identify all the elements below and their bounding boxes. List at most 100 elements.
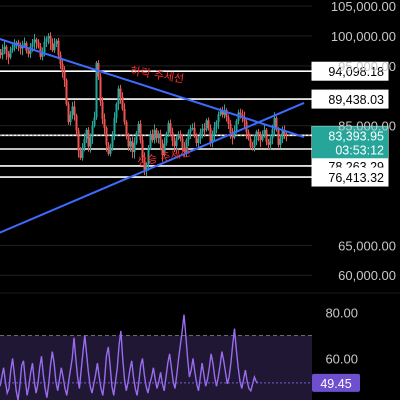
candle-body bbox=[257, 131, 260, 136]
rsi-current-label-box bbox=[312, 373, 360, 392]
candle-body bbox=[79, 150, 82, 158]
current-price-label-box bbox=[312, 126, 388, 159]
candle-body bbox=[99, 76, 102, 102]
candle-body bbox=[187, 132, 190, 141]
candle-body bbox=[199, 132, 202, 139]
candle-body bbox=[283, 131, 286, 135]
price-level-label-box bbox=[311, 167, 389, 187]
candle-body bbox=[155, 129, 158, 139]
candle-body bbox=[35, 39, 38, 42]
candle-body bbox=[189, 128, 192, 133]
candle-body bbox=[19, 46, 22, 49]
price-levels-layer: 94,098.1889,438.0383,379.0081,097.5378,2… bbox=[0, 61, 389, 187]
candle-body bbox=[121, 96, 124, 109]
candle-body bbox=[123, 108, 126, 123]
candle-body bbox=[43, 41, 46, 53]
current-price-label: 83,393.95 bbox=[328, 129, 384, 143]
candle-body bbox=[201, 128, 204, 133]
candle-body bbox=[23, 43, 26, 46]
candle-body bbox=[53, 43, 56, 51]
candle-body bbox=[211, 135, 214, 144]
price-level-label-box bbox=[311, 61, 389, 81]
candle-body bbox=[151, 134, 154, 141]
candle-body bbox=[125, 122, 128, 136]
candle-body bbox=[251, 146, 254, 148]
candle-body bbox=[91, 125, 94, 138]
candle-body bbox=[107, 144, 110, 154]
candle-body bbox=[65, 80, 68, 105]
candle-body bbox=[31, 43, 34, 47]
candle-body bbox=[193, 128, 196, 136]
candle-body bbox=[235, 120, 238, 132]
candle-body bbox=[213, 127, 216, 136]
candle-body bbox=[285, 134, 288, 136]
candle-body bbox=[127, 135, 130, 147]
candle-body bbox=[7, 53, 10, 58]
candle-body bbox=[9, 50, 12, 58]
candle-body bbox=[109, 147, 112, 154]
price-axis-tick-label: 85,000.00 bbox=[338, 119, 396, 134]
candle-body bbox=[275, 117, 278, 130]
candle-body bbox=[179, 134, 182, 139]
candle-body bbox=[239, 112, 242, 115]
candle-body bbox=[87, 129, 90, 147]
candle-body bbox=[223, 110, 226, 115]
candle-body bbox=[45, 38, 48, 42]
candle-body bbox=[97, 62, 100, 77]
candle-body bbox=[231, 132, 234, 138]
rsi-pane: 80.00 60.00 49.45 bbox=[0, 305, 360, 400]
candle-body bbox=[259, 135, 262, 141]
candle-body bbox=[11, 47, 14, 51]
candle-body bbox=[171, 132, 174, 142]
candle-body bbox=[183, 147, 186, 152]
price-level-label: 76,413.32 bbox=[328, 171, 384, 185]
candle-body bbox=[133, 143, 136, 152]
price-level-label-box bbox=[311, 89, 389, 109]
candle-body bbox=[169, 123, 172, 133]
candle-body bbox=[161, 144, 164, 155]
candle-body bbox=[243, 117, 246, 122]
candle-body bbox=[113, 117, 116, 136]
candle-body bbox=[249, 138, 252, 147]
price-level-label: 94,098.18 bbox=[328, 65, 384, 79]
candle-body bbox=[83, 138, 86, 148]
candle-body bbox=[29, 46, 32, 54]
candle-body bbox=[135, 132, 138, 144]
price-axis-tick-label: 100,000.00 bbox=[331, 29, 396, 44]
candle-body bbox=[149, 134, 152, 148]
rsi-band bbox=[0, 335, 312, 400]
trendlines-layer bbox=[0, 37, 305, 234]
candle-body bbox=[139, 123, 142, 141]
candle-body bbox=[241, 114, 244, 118]
candle-body bbox=[115, 104, 118, 118]
candle-body bbox=[119, 88, 122, 97]
trendline bbox=[0, 101, 305, 234]
rsi-line-group bbox=[0, 314, 259, 400]
current-price-countdown: 03:53:12 bbox=[335, 143, 384, 157]
candle-body bbox=[159, 133, 162, 145]
candle-body bbox=[61, 64, 64, 72]
candle-body bbox=[281, 131, 284, 139]
price-level-label: 89,438.03 bbox=[328, 93, 384, 107]
candle-body bbox=[225, 110, 228, 118]
candle-body bbox=[67, 104, 70, 123]
candle-body bbox=[195, 135, 198, 144]
candle-body bbox=[267, 141, 270, 145]
candle-body bbox=[3, 46, 6, 50]
candle-body bbox=[129, 141, 132, 147]
candle-body bbox=[37, 41, 40, 47]
candle-body bbox=[103, 119, 106, 129]
candle-body bbox=[163, 143, 166, 155]
rsi-current-label: 49.45 bbox=[320, 377, 351, 391]
candle-body bbox=[51, 43, 54, 51]
candle-body bbox=[219, 111, 222, 115]
rsi-axis-tick-label: 60.00 bbox=[325, 352, 358, 367]
candle-body bbox=[69, 114, 72, 123]
candle-body bbox=[173, 141, 176, 146]
candle-body bbox=[255, 131, 258, 141]
price-axis-tick-label: 105,000.00 bbox=[331, 0, 396, 14]
candle-body bbox=[233, 131, 236, 138]
candle-body bbox=[111, 135, 114, 148]
